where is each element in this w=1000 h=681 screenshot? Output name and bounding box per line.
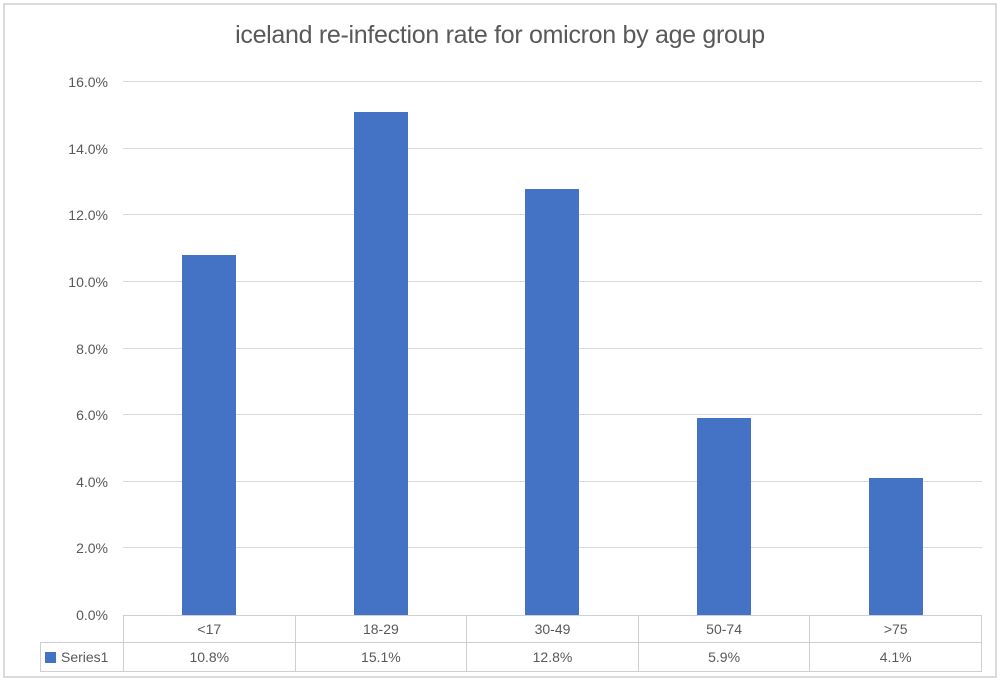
category-label: 50-74 (637, 615, 811, 643)
data-table: <17 18-29 30-49 50-74 >75 Series1 10.8% 15.1%… (40, 615, 982, 672)
category-label: 30-49 (466, 615, 639, 643)
value-cell: 5.9% (637, 642, 811, 672)
chart-frame: iceland re-infection rate for omicron by… (3, 3, 997, 678)
y-tick-label: 16.0% (68, 74, 108, 90)
bar-column-<17 (123, 82, 295, 615)
bar (869, 478, 924, 615)
series-name: Series1 (61, 649, 109, 665)
value-cell: 10.8% (123, 642, 296, 672)
chart-title: iceland re-infection rate for omicron by… (235, 21, 765, 49)
y-tick-label: 10.0% (68, 273, 108, 290)
bar (181, 255, 236, 615)
y-axis: 0.0% 2.0% 4.0% 6.0% 8.0% 10.0% 12.0% 14.0% 16.0% (5, 75, 108, 622)
legend-cell: Series1 (40, 642, 124, 672)
y-tick-label: 14.0% (68, 140, 108, 157)
gridline (123, 147, 982, 149)
value-cell: 4.1% (809, 642, 982, 672)
y-tick-label: 12.0% (68, 207, 108, 224)
category-header-row: <17 18-29 30-49 50-74 >75 (41, 615, 982, 643)
value-cell: 12.8% (466, 642, 639, 672)
value-cell: 15.1% (294, 642, 468, 672)
bar-column-18-29 (295, 82, 467, 615)
category-label: >75 (809, 615, 982, 643)
table-corner-cell (41, 616, 124, 643)
y-tick-label: 2.0% (76, 540, 108, 557)
y-tick-label: 8.0% (76, 340, 108, 357)
bar-column-50-74 (638, 82, 810, 615)
bar (525, 188, 580, 615)
y-tick-label: 0.0% (76, 607, 108, 623)
category-label: <17 (123, 615, 296, 643)
series-legend-swatch-icon (45, 652, 56, 663)
gridline (123, 81, 982, 82)
y-tick-label: 6.0% (76, 407, 108, 424)
bar-column->75 (810, 82, 982, 615)
bar-column-30-49 (467, 82, 639, 615)
series-value-row: Series1 10.8% 15.1% 12.8% 5.9% 4.1% (40, 642, 982, 672)
bar (697, 418, 752, 615)
category-label: 18-29 (294, 615, 468, 643)
y-tick-label: 4.0% (76, 473, 108, 490)
bar-series (123, 82, 982, 615)
plot-area (123, 81, 982, 615)
bar (353, 111, 408, 615)
